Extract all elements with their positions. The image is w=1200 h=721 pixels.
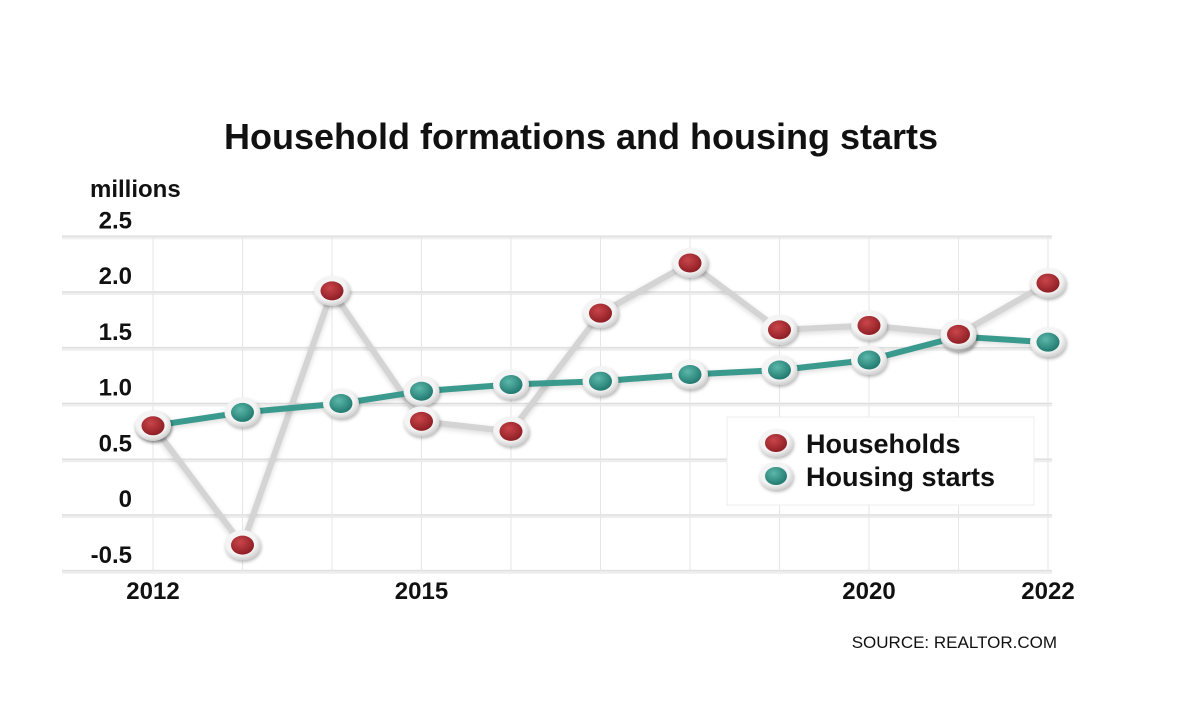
source-note: SOURCE: REALTOR.COM xyxy=(852,633,1057,652)
x-axis: 2012 2015 2020 2022 xyxy=(126,578,1074,605)
x-tick-label: 2022 xyxy=(1021,578,1074,605)
y-tick-label: 1.5 xyxy=(99,319,132,346)
data-point-households xyxy=(582,298,619,329)
x-tick-label: 2012 xyxy=(126,578,179,605)
data-point-households xyxy=(851,310,887,341)
y-tick-label: 1.0 xyxy=(99,375,132,402)
y-axis: 2.5 2.0 1.5 1.0 0.5 0 -0.5 xyxy=(91,207,132,569)
grid xyxy=(62,235,1052,574)
chart-title: Household formations and housing starts xyxy=(224,116,938,157)
data-point-households xyxy=(403,406,440,437)
data-point-households xyxy=(672,248,708,279)
x-tick-label: 2020 xyxy=(842,578,895,605)
data-point-households xyxy=(493,416,529,447)
gridline-shadow-y xyxy=(62,514,1052,518)
data-point-households xyxy=(314,275,350,306)
gridline-shadow-y xyxy=(62,235,1052,240)
legend-item-housing_starts: Housing starts xyxy=(759,462,995,492)
gridline-shadow-y xyxy=(62,402,1052,407)
y-tick-label: 2.5 xyxy=(99,207,132,234)
y-tick-label: 0.5 xyxy=(99,430,132,457)
gridline-shadow-y xyxy=(62,569,1052,574)
data-point-households xyxy=(940,319,977,350)
series-markers-households xyxy=(135,248,1066,561)
data-point-housing_starts xyxy=(761,355,798,386)
data-point-housing_starts xyxy=(493,369,529,400)
gridline-shadow-y xyxy=(62,458,1052,463)
y-tick-label: -0.5 xyxy=(91,542,132,569)
data-point-households xyxy=(224,530,261,561)
data-point-housing_starts xyxy=(322,388,359,419)
data-point-housing_starts xyxy=(224,397,261,428)
data-point-housing_starts xyxy=(1030,327,1066,358)
data-point-housing_starts xyxy=(672,359,708,390)
data-point-housing_starts xyxy=(851,345,887,376)
data-point-households xyxy=(1030,268,1066,299)
data-point-households xyxy=(135,410,171,441)
legend-label: Housing starts xyxy=(806,462,995,492)
y-tick-label: 2.0 xyxy=(99,263,132,290)
legend-label: Households xyxy=(806,429,961,459)
gridline-shadow-y xyxy=(62,346,1052,351)
legend-item-households: Households xyxy=(759,429,961,459)
data-point-housing_starts xyxy=(403,376,440,407)
series-points xyxy=(135,248,1066,561)
y-tick-label: 0 xyxy=(119,486,132,513)
y-unit-label: millions xyxy=(90,176,181,203)
data-point-households xyxy=(761,314,798,345)
x-tick-label: 2015 xyxy=(395,578,448,605)
gridline-shadow-y xyxy=(62,291,1052,295)
data-point-housing_starts xyxy=(582,366,619,397)
